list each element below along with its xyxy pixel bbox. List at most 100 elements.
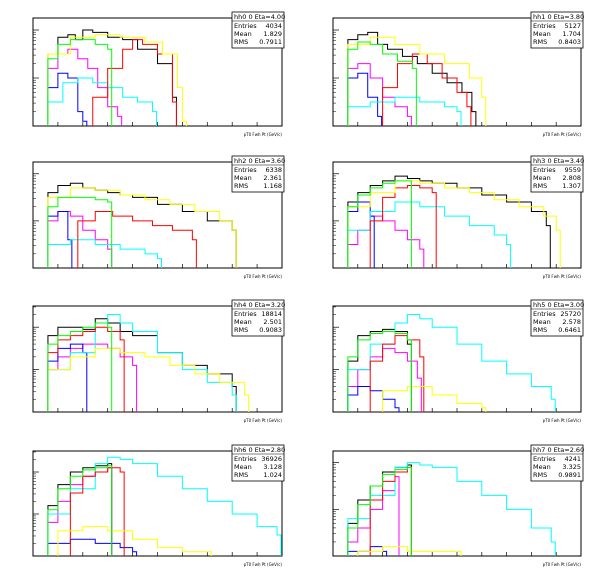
- stats-value: 4241: [564, 455, 581, 463]
- histogram-series: [347, 215, 425, 268]
- stats-value: 0.9083: [259, 326, 282, 334]
- stats-value: 2.501: [263, 318, 282, 326]
- histogram-series: [347, 462, 556, 556]
- histogram-series: [47, 210, 113, 268]
- stats-value: 1.829: [263, 30, 282, 38]
- stats-title: hh0 0 Eta=4.00: [234, 13, 285, 21]
- histogram-series: [347, 330, 412, 412]
- stats-title: hh2 0 Eta=3.60: [234, 157, 285, 165]
- x-axis-label: pT0 Fwh Pt (GeV/c): [244, 132, 283, 137]
- histogram-series: [347, 386, 400, 412]
- histogram-series: [347, 201, 512, 268]
- stats-value: 36926: [261, 455, 282, 463]
- stats-value: 25720: [560, 310, 581, 318]
- stats-title: hh4 0 Eta=3.20: [234, 301, 285, 309]
- histogram-series: [47, 343, 88, 412]
- stats-box: [530, 11, 584, 49]
- histogram-series: [69, 467, 125, 556]
- histogram-series: [347, 347, 422, 412]
- stats-key: Entries: [234, 310, 257, 318]
- stats-key: Entries: [533, 310, 556, 318]
- histogram-series: [47, 322, 113, 412]
- stats-value: 1.168: [263, 182, 282, 190]
- histogram-series: [47, 326, 125, 412]
- stats-key: RMS: [234, 471, 248, 479]
- histogram-series: [47, 456, 282, 556]
- stats-value: 0.6461: [558, 326, 581, 334]
- histogram-series: [347, 201, 375, 268]
- histogram-series: [47, 72, 88, 126]
- x-axis-label: pT0 Fwh Pt (GeV/c): [244, 274, 283, 279]
- histogram-series: [347, 546, 388, 556]
- histogram-series: [347, 466, 412, 556]
- stats-key: RMS: [234, 326, 248, 334]
- histogram-series: [382, 53, 472, 126]
- stats-key: Mean: [234, 174, 252, 182]
- stats-key: RMS: [234, 38, 248, 46]
- stats-key: Mean: [234, 30, 252, 38]
- histogram-series: [347, 313, 556, 412]
- stats-key: RMS: [533, 471, 547, 479]
- histogram-series: [347, 476, 400, 556]
- stats-box: [530, 155, 584, 193]
- histogram-series: [347, 72, 383, 126]
- histogram-series: [47, 313, 237, 412]
- histogram-series: [369, 335, 425, 412]
- stats-title: hh1 0 Eta=3.80: [533, 13, 584, 21]
- histogram-series: [47, 196, 113, 268]
- histogram-series: [382, 386, 487, 412]
- histogram-series: [47, 318, 237, 412]
- stats-title: hh7 0 Eta=2.60: [533, 446, 584, 454]
- stats-value: 4034: [265, 22, 282, 30]
- histogram-series: [369, 185, 437, 268]
- stats-key: Mean: [533, 30, 551, 38]
- histogram-series: [47, 39, 113, 126]
- stats-title: hh3 0 Eta=3.40: [533, 157, 584, 165]
- stats-value: 5127: [564, 22, 581, 30]
- stats-key: Entries: [234, 166, 257, 174]
- x-axis-label: pT0 Fwh Pt (GeV/c): [543, 418, 582, 423]
- stats-title: hh6 0 Eta=2.80: [234, 446, 285, 454]
- stats-value: 9559: [564, 166, 581, 174]
- stats-box: [530, 299, 584, 337]
- stats-value: 6338: [265, 166, 282, 174]
- stats-key: RMS: [533, 182, 547, 190]
- stats-value: 1.307: [562, 182, 581, 190]
- stats-value: 18814: [261, 310, 282, 318]
- x-axis-label: pT0 Fwh Pt (GeV/c): [543, 132, 582, 137]
- stats-key: RMS: [533, 326, 547, 334]
- histogram-series: [47, 29, 177, 126]
- histogram-series: [357, 546, 462, 556]
- stats-key: Mean: [533, 318, 551, 326]
- stats-value: 1.024: [263, 471, 282, 479]
- histogram-series: [47, 182, 237, 268]
- histogram-series: [47, 465, 113, 556]
- stats-key: RMS: [234, 182, 248, 190]
- x-axis-label: pT0 Fwh Pt (GeV/c): [543, 562, 582, 567]
- stats-box: [231, 11, 285, 49]
- histogram-series: [369, 466, 412, 556]
- x-axis-label: pT0 Fwh Pt (GeV/c): [543, 274, 582, 279]
- stats-value: 2.808: [562, 174, 581, 182]
- stats-key: Mean: [234, 463, 252, 471]
- histogram-series: [47, 77, 158, 126]
- histogram-series: [47, 210, 73, 268]
- stats-title: hh5 0 Eta=3.00: [533, 301, 584, 309]
- stats-key: Mean: [533, 174, 551, 182]
- stats-value: 1.704: [562, 30, 581, 38]
- histogram-series: [47, 239, 162, 268]
- stats-box: [231, 299, 285, 337]
- stats-key: RMS: [533, 38, 547, 46]
- stats-value: 0.9891: [558, 471, 581, 479]
- stats-value: 3.128: [263, 463, 282, 471]
- histogram-series: [347, 96, 462, 126]
- histogram-series: [57, 526, 212, 556]
- stats-key: Entries: [234, 455, 257, 463]
